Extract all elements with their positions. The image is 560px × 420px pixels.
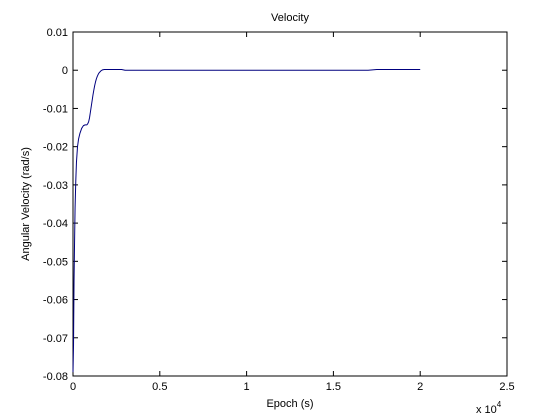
series-layer bbox=[72, 68, 421, 373]
chart-title: Velocity bbox=[271, 12, 309, 24]
x-axis-multiplier-base: x 10 bbox=[476, 404, 497, 416]
series-line-0 bbox=[72, 68, 421, 373]
y-tick-label: -0.04 bbox=[43, 218, 68, 230]
axis-ticks: 0 0.5 1 1.5 2 2.5 0.01 0 -0.01 -0.02 -0.03 -0.04 -0.… bbox=[43, 27, 515, 393]
y-tick-label: 0.01 bbox=[47, 27, 68, 39]
y-tick-label: 0 bbox=[62, 65, 68, 77]
x-axis-multiplier: x 104 bbox=[476, 400, 502, 416]
x-tick-label: 1.5 bbox=[326, 381, 341, 393]
y-tick-label: -0.01 bbox=[43, 103, 68, 115]
x-tick-label: 2 bbox=[417, 381, 423, 393]
x-axis-multiplier-exponent: 4 bbox=[497, 400, 502, 409]
plot-area bbox=[72, 31, 508, 377]
y-tick-label: -0.06 bbox=[43, 295, 68, 307]
x-tick-label: 0 bbox=[70, 381, 76, 393]
x-tick-label: 1 bbox=[244, 381, 250, 393]
y-axis-title: Angular Velocity (rad/s) bbox=[20, 147, 32, 261]
x-tick-label: 2.5 bbox=[499, 381, 514, 393]
y-tick-label: -0.02 bbox=[43, 142, 68, 154]
y-tick-label: -0.08 bbox=[43, 371, 68, 383]
y-tick-label: -0.07 bbox=[43, 333, 68, 345]
x-tick-label: 0.5 bbox=[152, 381, 167, 393]
y-tick-label: -0.03 bbox=[43, 180, 68, 192]
y-tick-label: -0.05 bbox=[43, 256, 68, 268]
x-axis-title: Epoch (s) bbox=[266, 398, 313, 410]
